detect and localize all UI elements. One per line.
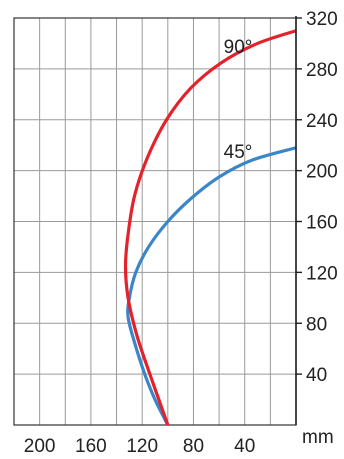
y-tick-label: 320 xyxy=(306,9,338,30)
series-layer xyxy=(123,29,296,425)
y-tick-label: 120 xyxy=(306,263,338,284)
labels-layer: 40 80 120 160 200 240 280 320 200 160 120 80 40 mm 90°… xyxy=(24,9,338,457)
x-tick-label: 160 xyxy=(75,436,107,457)
x-tick-label: 120 xyxy=(126,436,158,457)
x-tick-label: 40 xyxy=(234,436,255,457)
x-tick-label: 200 xyxy=(24,436,56,457)
series-label: 45° xyxy=(224,142,253,163)
series-line-45deg xyxy=(126,146,296,425)
grid xyxy=(14,18,296,425)
x-unit-label: mm xyxy=(302,427,334,448)
y-tick-label: 280 xyxy=(306,60,338,81)
y-tick-label: 200 xyxy=(306,162,338,183)
series-line-90deg xyxy=(123,29,296,425)
y-tick-label: 240 xyxy=(306,111,338,132)
axes-layer xyxy=(295,16,302,425)
y-tick-label: 40 xyxy=(306,365,327,386)
x-tick-label: 80 xyxy=(183,436,204,457)
y-tick-label: 80 xyxy=(306,314,327,335)
series-label: 90° xyxy=(224,37,253,58)
y-tick-label: 160 xyxy=(306,213,338,234)
